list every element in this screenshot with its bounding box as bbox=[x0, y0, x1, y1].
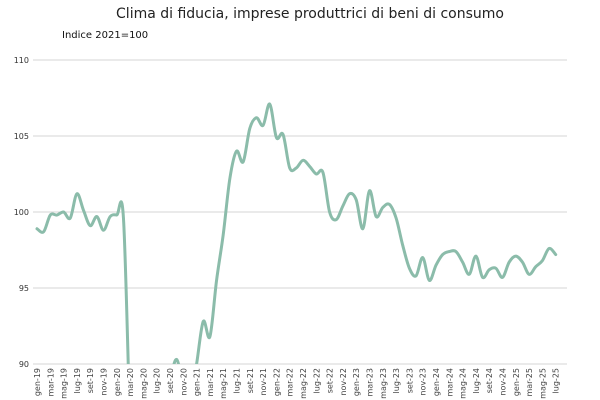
x-tick-label: mag-23 bbox=[379, 368, 388, 399]
x-tick-label: mag-24 bbox=[459, 368, 468, 399]
x-tick-label: set-19 bbox=[86, 368, 95, 393]
x-tick-label: nov-24 bbox=[499, 368, 508, 396]
x-tick-label: mag-25 bbox=[538, 368, 547, 399]
x-tick-label: nov-19 bbox=[100, 368, 109, 396]
grid-lines bbox=[33, 59, 567, 365]
y-tick-label: 100 bbox=[14, 208, 29, 217]
x-tick-label: mar-25 bbox=[525, 368, 534, 397]
x-tick-label: gen-20 bbox=[113, 368, 122, 396]
x-tick-label: set-24 bbox=[485, 368, 494, 393]
x-tick-label: gen-23 bbox=[352, 368, 361, 396]
x-tick-label: gen-25 bbox=[512, 368, 521, 396]
x-tick-label: mar-23 bbox=[366, 368, 375, 397]
x-tick-label: mag-21 bbox=[219, 368, 228, 399]
x-tick-label: mag-22 bbox=[299, 368, 308, 399]
series-line bbox=[35, 102, 558, 364]
x-tick-label: set-23 bbox=[405, 368, 414, 393]
x-tick-label: lug-25 bbox=[552, 368, 561, 393]
y-axis: 90 95 100 105 110 bbox=[14, 56, 29, 369]
y-tick-label: 105 bbox=[14, 132, 29, 141]
x-tick-label: gen-24 bbox=[432, 368, 441, 396]
x-tick-label: lug-21 bbox=[233, 368, 242, 393]
x-tick-label: nov-22 bbox=[339, 368, 348, 396]
x-tick-label: gen-21 bbox=[193, 368, 202, 396]
x-tick-label: lug-23 bbox=[392, 368, 401, 393]
x-tick-label: mar-19 bbox=[46, 368, 55, 397]
y-tick-label: 95 bbox=[19, 284, 29, 293]
x-tick-label: nov-21 bbox=[259, 368, 268, 396]
x-tick-label: mar-21 bbox=[206, 368, 215, 397]
x-tick-label: set-20 bbox=[166, 368, 175, 393]
x-tick-label: set-22 bbox=[326, 368, 335, 393]
x-tick-label: gen-22 bbox=[272, 368, 281, 396]
x-tick-label: lug-19 bbox=[73, 368, 82, 393]
y-tick-label: 90 bbox=[19, 360, 29, 369]
x-tick-label: mar-20 bbox=[126, 368, 135, 397]
chart-title: Clima di fiducia, imprese produttrici di… bbox=[116, 6, 504, 22]
x-tick-label: nov-23 bbox=[419, 368, 428, 396]
y-tick-label: 110 bbox=[14, 56, 29, 65]
chart-subtitle: Indice 2021=100 bbox=[62, 30, 149, 41]
x-tick-label: lug-24 bbox=[472, 368, 481, 393]
x-tick-label: nov-20 bbox=[179, 368, 188, 396]
x-tick-label: lug-20 bbox=[153, 368, 162, 393]
x-tick-label: mag-19 bbox=[60, 368, 69, 399]
x-tick-label: gen-19 bbox=[33, 368, 42, 396]
x-tick-label: mag-20 bbox=[139, 368, 148, 399]
x-axis: gen-19 mar-19 mag-19 lug-19 set-19 nov-19 gen-… bbox=[33, 368, 561, 399]
x-tick-label: mar-24 bbox=[445, 368, 454, 397]
x-tick-label: mar-22 bbox=[286, 368, 295, 397]
x-tick-label: lug-22 bbox=[312, 368, 321, 393]
x-tick-label: set-21 bbox=[246, 368, 255, 393]
